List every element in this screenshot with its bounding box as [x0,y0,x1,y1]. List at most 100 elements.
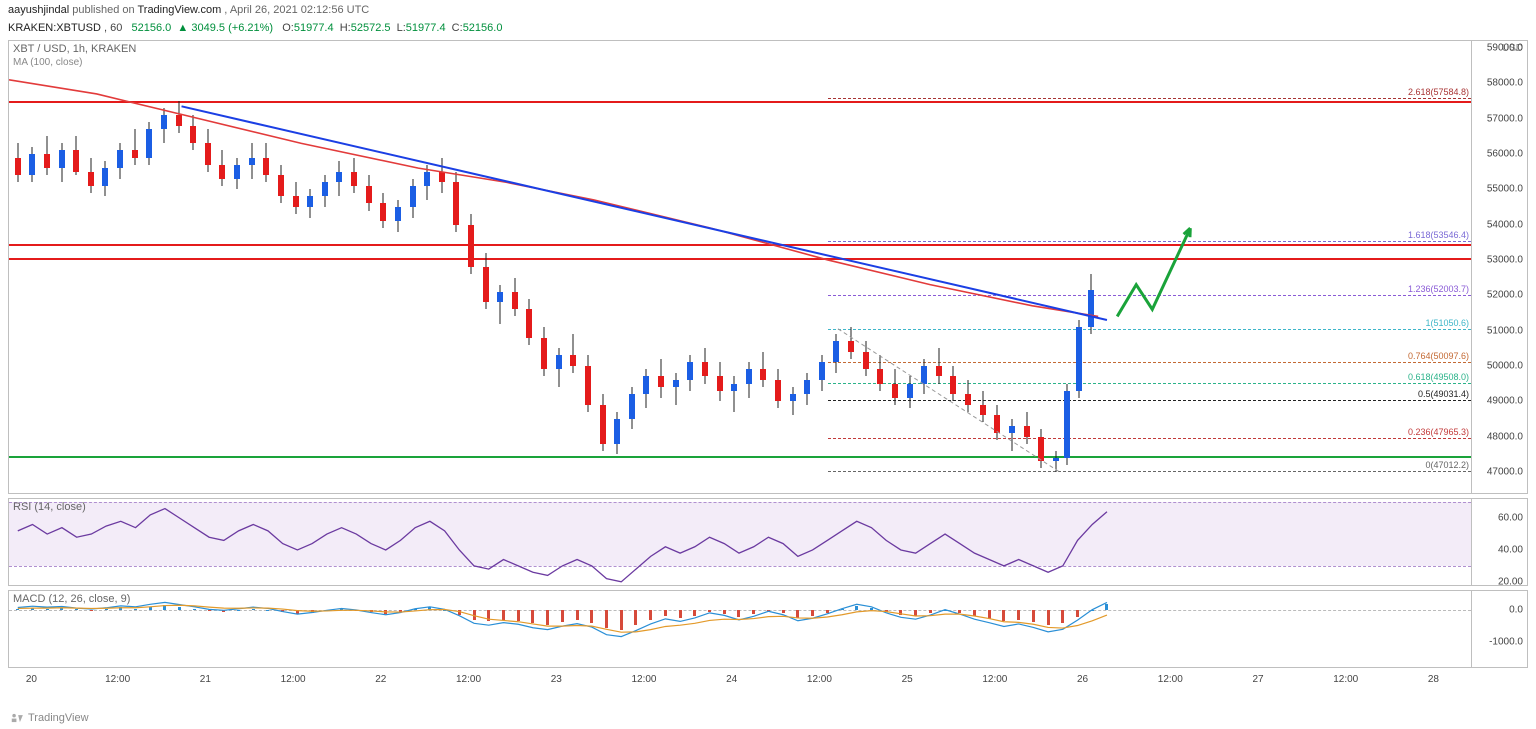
footer-brand: TradingView [10,711,89,725]
macd-hist-bar [222,610,225,612]
chart-container: XBT / USD, 1h, KRAKEN MA (100, close) 57… [0,40,1536,694]
x-tick: 27 [1252,674,1263,685]
fib-label: 1.236(52003.7) [1408,284,1469,294]
macd-hist-bar [944,610,947,611]
ma-title: MA (100, close) [13,57,82,68]
ohlc-l: 51977.4 [406,22,446,34]
x-tick: 24 [726,674,737,685]
macd-hist-bar [208,610,211,611]
macd-hist-bar [561,610,564,622]
change: 3049.5 [191,22,225,34]
price-panel[interactable]: XBT / USD, 1h, KRAKEN MA (100, close) 57… [8,40,1528,494]
macd-plot[interactable] [9,591,1471,667]
macd-hist-bar [958,610,961,613]
x-tick: 26 [1077,674,1088,685]
macd-hist-bar [649,610,652,620]
fib-label: 1.618(53546.4) [1408,230,1469,240]
y-tick: 20.00 [1498,576,1523,587]
timestamp: April 26, 2021 02:12:56 UTC [230,4,369,16]
x-tick: 12:00 [1158,674,1183,685]
macd-hist-bar [679,610,682,618]
macd-hist-bar [885,610,888,612]
price-overlay [9,41,1471,493]
macd-hist-bar [163,605,166,610]
x-tick: 12:00 [281,674,306,685]
macd-hist-bar [811,610,814,616]
price-plot[interactable]: 57489.553462.353054.547446.052156.047:10… [9,41,1471,493]
macd-hist-bar [340,609,343,610]
price-hline [9,101,1471,103]
y-tick: 48000.0 [1487,431,1523,442]
macd-hist-bar [370,610,373,612]
macd-hist-bar [31,608,34,610]
price-hline [9,244,1471,246]
rsi-band [9,502,1471,566]
macd-hist-bar [1061,610,1064,623]
interval: 60 [110,22,122,34]
change-pct: +6.21% [232,22,270,34]
macd-hist-bar [605,610,608,628]
y-tick: 47000.0 [1487,466,1523,477]
x-tick: 22 [375,674,386,685]
symbol: KRAKEN:XBTUSD [8,22,101,34]
macd-hist-bar [1047,610,1050,625]
macd-hist-bar [826,610,829,613]
x-tick: 12:00 [631,674,656,685]
macd-hist-bar [752,610,755,614]
y-tick: 55000.0 [1487,184,1523,195]
macd-hist-bar [590,610,593,623]
macd-hist-bar [458,610,461,615]
y-tick: 49000.0 [1487,396,1523,407]
macd-hist-bar [60,608,63,610]
y-tick: 51000.0 [1487,325,1523,336]
x-tick: 12:00 [456,674,481,685]
footer-text: TradingView [28,712,89,724]
rsi-plot[interactable] [9,499,1471,585]
macd-hist-bar [914,610,917,616]
fib-line [828,438,1471,439]
y-tick: 59000.0 [1487,43,1523,54]
macd-hist-bar [119,607,122,610]
published-label: published on [72,4,137,16]
macd-y-axis: -1000.00.0 [1471,591,1527,667]
macd-hist-bar [1032,610,1035,622]
macd-hist-bar [296,610,299,614]
fib-label: 0.5(49031.4) [1418,389,1469,399]
y-tick: 53000.0 [1487,254,1523,265]
x-tick: 12:00 [1333,674,1358,685]
macd-hist-bar [281,610,284,612]
macd-panel[interactable]: MACD (12, 26, close, 9) -1000.00.0 [8,590,1528,668]
macd-hist-bar [1017,610,1020,620]
macd-hist-bar [929,610,932,613]
macd-hist-bar [149,607,152,610]
chart-title: XBT / USD, 1h, KRAKEN [13,43,136,55]
author: aayushjindal [8,4,69,16]
x-tick: 25 [902,674,913,685]
macd-hist-bar [1105,604,1108,610]
macd-hist-bar [384,610,387,614]
macd-hist-bar [428,607,431,610]
macd-hist-bar [796,610,799,618]
y-tick: 40.00 [1498,544,1523,555]
publish-header: aayushjindal published on TradingView.co… [0,0,1536,20]
fib-label: 0.618(49508.0) [1408,372,1469,382]
macd-hist-bar [634,610,637,625]
macd-hist-bar [973,610,976,616]
macd-hist-bar [355,610,358,611]
macd-hist-bar [899,610,902,615]
price-hline [9,456,1471,458]
change-pct-close: ) [269,22,273,34]
macd-hist-bar [266,610,269,611]
fib-line [828,98,1471,99]
price-hline [9,258,1471,260]
macd-hist-bar [399,610,402,612]
x-tick: 12:00 [105,674,130,685]
rsi-band-edge [9,566,1471,567]
y-tick: 52000.0 [1487,290,1523,301]
fib-line [828,295,1471,296]
y-tick: 0.0 [1509,605,1523,616]
macd-lines [9,591,1471,667]
rsi-panel[interactable]: RSI (14, close) 20.0040.0060.00 [8,498,1528,586]
x-tick: 21 [200,674,211,685]
macd-hist-bar [193,609,196,610]
